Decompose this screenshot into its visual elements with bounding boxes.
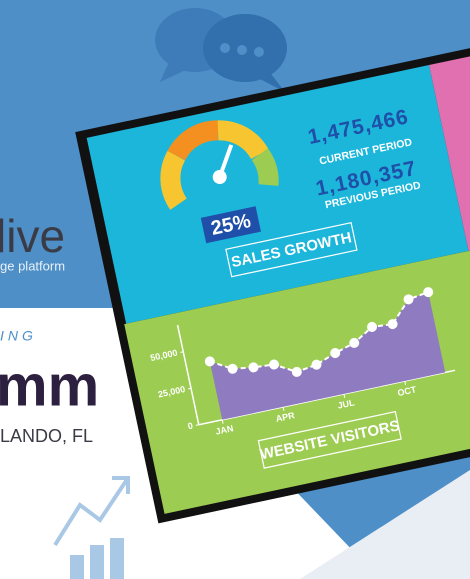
y-tick-label: 0 (187, 421, 194, 432)
chart-title-box (257, 410, 402, 469)
growth-icon (53, 476, 130, 579)
x-tick-label: OCT (397, 384, 418, 398)
point (423, 287, 434, 298)
location: LANDO, FL (0, 426, 93, 446)
point (403, 294, 414, 305)
x-tick-label: JAN (215, 423, 235, 437)
corner-panel (300, 470, 470, 579)
brand-word: live (0, 210, 65, 262)
sales-label-box (225, 221, 358, 278)
point (291, 366, 302, 377)
x-tick (343, 393, 346, 398)
x-tick (282, 406, 285, 411)
event-label: ING (0, 328, 37, 344)
point (330, 348, 341, 359)
chat-icon (155, 8, 287, 92)
x-tick (404, 380, 407, 386)
point (311, 359, 322, 370)
gauge (160, 120, 279, 210)
x-tick-label: JUL (337, 397, 356, 410)
event-logo: mm (0, 353, 99, 418)
point (248, 362, 259, 373)
area (209, 292, 446, 420)
growth-box (200, 206, 261, 244)
point (387, 319, 398, 330)
point (204, 356, 215, 367)
point (269, 359, 280, 370)
point (367, 321, 378, 332)
dashboard-screen: 25% 1,475,466 CURRENT PERIOD 1,180,357 P… (75, 28, 470, 524)
x-tick (221, 419, 224, 424)
y-axis (176, 324, 200, 425)
x-tick-label: APR (275, 410, 296, 424)
sales-panel (86, 65, 469, 324)
point (227, 363, 238, 374)
tagline: ge platform (0, 258, 65, 273)
point (349, 337, 360, 348)
